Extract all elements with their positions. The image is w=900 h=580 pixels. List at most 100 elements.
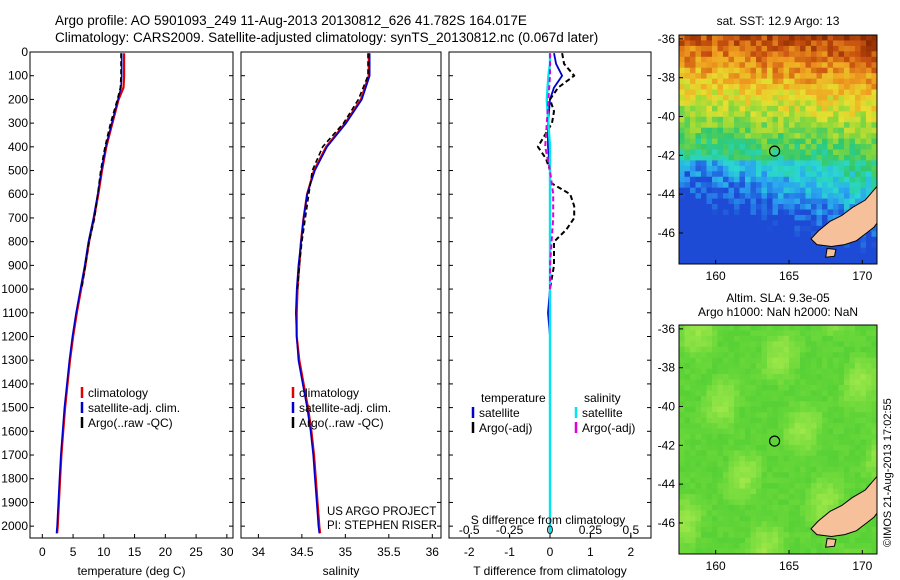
sst_map-cell bbox=[778, 127, 785, 134]
sst_map-cell bbox=[849, 56, 856, 63]
sst_map-cell bbox=[800, 56, 807, 63]
temperature-xtick-label: 30 bbox=[220, 545, 234, 559]
sst_map-cell bbox=[701, 116, 708, 123]
sst_map-cell bbox=[844, 133, 851, 140]
sst_map-cell bbox=[866, 56, 873, 63]
sla_map-cell bbox=[805, 488, 812, 495]
sst_map-cell bbox=[756, 78, 763, 85]
sla_map-cell bbox=[706, 477, 713, 484]
sst_map-cell bbox=[783, 94, 790, 102]
sst_map-cell bbox=[723, 176, 730, 183]
sst_map-cell bbox=[805, 231, 812, 238]
sst_map-cell bbox=[844, 242, 851, 249]
sst_map-cell bbox=[789, 258, 796, 264]
sst_map-cell bbox=[690, 193, 697, 200]
sla_map-cell bbox=[789, 434, 796, 441]
sst_map-cell bbox=[866, 160, 873, 167]
sst_map-cell bbox=[844, 253, 851, 260]
difference-legend-label: satellite bbox=[582, 406, 623, 420]
sst_map-cell bbox=[838, 165, 845, 172]
sla_map-cell bbox=[816, 401, 823, 408]
sla_map-cell bbox=[717, 412, 724, 419]
sst_map-cell bbox=[822, 204, 829, 211]
sla_map-cell bbox=[855, 532, 862, 539]
sst_map-cell bbox=[789, 182, 796, 189]
sst_map-cell bbox=[734, 56, 741, 63]
sst_map-cell bbox=[789, 138, 796, 145]
sst_map-cell bbox=[772, 100, 779, 107]
sla_map-cell bbox=[855, 395, 862, 402]
sla_map-cell bbox=[800, 483, 807, 490]
sst_map-cell bbox=[728, 100, 735, 107]
sla_map-cell bbox=[789, 444, 796, 451]
sla_map-cell bbox=[789, 330, 796, 337]
sla_map-cell bbox=[695, 515, 702, 522]
sst_map-cell bbox=[701, 73, 708, 80]
sst_map-cell bbox=[772, 187, 779, 194]
sla_map-cell bbox=[844, 537, 851, 544]
depth-tick-label: 400 bbox=[8, 140, 28, 154]
sla_map-cell bbox=[684, 374, 691, 381]
sla_map-cell bbox=[800, 477, 807, 484]
sla_map-cell bbox=[750, 461, 757, 468]
sst_map-cell bbox=[849, 100, 856, 107]
sst_map-cell bbox=[750, 56, 757, 63]
sst_map-cell bbox=[679, 242, 686, 249]
sst_map-cell bbox=[706, 133, 713, 140]
sst_map-cell bbox=[761, 176, 768, 183]
sla_map-cell bbox=[695, 395, 702, 402]
sla_map-cell bbox=[690, 477, 697, 484]
sst_map-cell bbox=[767, 225, 774, 232]
sla_map-cell bbox=[728, 401, 735, 408]
sst_map-cell bbox=[816, 176, 823, 183]
sla_map-cell bbox=[767, 510, 774, 517]
sst_map-cell bbox=[805, 56, 812, 63]
sla_map-cell bbox=[794, 488, 801, 495]
sst_map-cell bbox=[844, 73, 851, 80]
sst_map-cell bbox=[690, 209, 697, 216]
sla_map-cell bbox=[706, 488, 713, 495]
sla_map-cell bbox=[772, 521, 779, 528]
temperature-xtick-label: 0 bbox=[39, 545, 46, 559]
sst_map-cell bbox=[778, 73, 785, 80]
sla_map-cell bbox=[761, 390, 768, 397]
sla_map-cell bbox=[761, 504, 768, 511]
sla_map-cell bbox=[811, 341, 818, 348]
sla_map-cell bbox=[822, 395, 829, 402]
sst_map-cell bbox=[761, 122, 768, 129]
sst_map-cell bbox=[827, 111, 834, 118]
sst_map-cell bbox=[866, 171, 873, 178]
sla_map-cell bbox=[684, 450, 691, 457]
sst_map-cell bbox=[822, 220, 829, 227]
sla_map-cell bbox=[717, 532, 724, 539]
sla_map-cell bbox=[855, 325, 862, 332]
sst_map-cell bbox=[701, 225, 708, 232]
sla_map-cell bbox=[816, 466, 823, 473]
sla_map-cell bbox=[745, 488, 752, 495]
sst_map-cell bbox=[734, 193, 741, 200]
sla_map-cell bbox=[739, 439, 746, 446]
sst_map-cell bbox=[844, 165, 851, 172]
sst_map-cell bbox=[767, 176, 774, 183]
sla_map-cell bbox=[811, 417, 818, 424]
sla_map-cell bbox=[717, 494, 724, 501]
sla_map-cell bbox=[805, 428, 812, 435]
sla_map-cell bbox=[723, 450, 730, 457]
sst_map-cell bbox=[811, 94, 818, 102]
sst_map-cell bbox=[745, 94, 752, 102]
sst_map-cell bbox=[811, 176, 818, 183]
sla_map-cell bbox=[805, 494, 812, 501]
sla_map-cell bbox=[723, 466, 730, 473]
sst_map-cell bbox=[728, 209, 735, 216]
sst_map-cell bbox=[849, 105, 856, 112]
sst_map-cell bbox=[717, 225, 724, 232]
sst_map-cell bbox=[783, 35, 790, 42]
sst_map-cell bbox=[734, 73, 741, 80]
sla_map-cell bbox=[811, 483, 818, 490]
sla_map-cell bbox=[833, 543, 840, 550]
sst_map-cell bbox=[816, 165, 823, 172]
sla_map-cell bbox=[789, 504, 796, 511]
sla_map-cell bbox=[800, 532, 807, 539]
sla_map-cell bbox=[844, 330, 851, 337]
sla_map-cell bbox=[789, 548, 796, 554]
